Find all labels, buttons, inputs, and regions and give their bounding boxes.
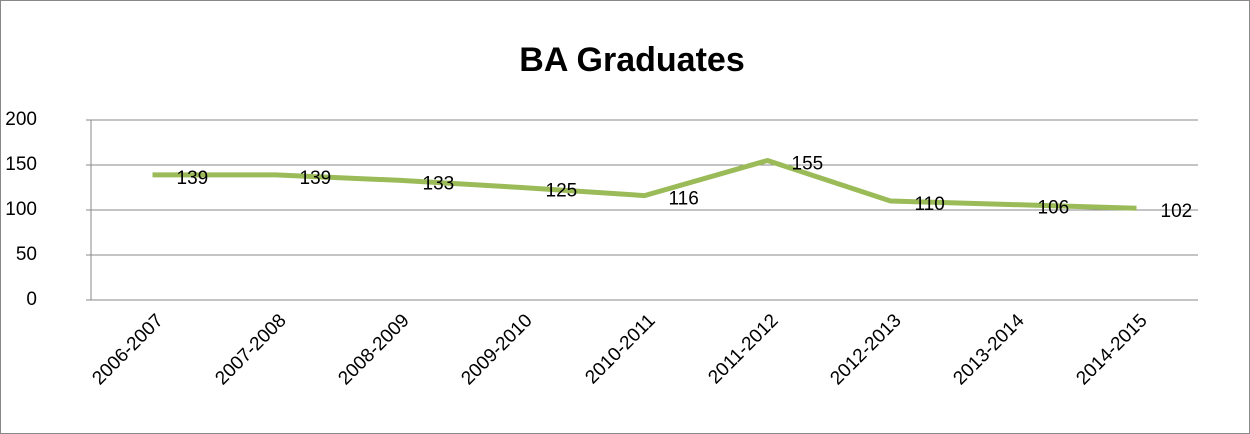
data-label: 110 [915, 194, 945, 215]
data-label: 133 [423, 173, 455, 194]
y-tick-label: 100 [5, 199, 37, 220]
data-label: 155 [792, 154, 824, 175]
y-tick-label: 200 [5, 109, 37, 130]
y-tick-label: 50 [16, 244, 37, 265]
data-line [152, 158, 1137, 211]
data-label: 125 [546, 181, 578, 202]
data-label: 139 [177, 168, 209, 189]
data-label: 102 [1161, 201, 1193, 222]
chart-title: BA Graduates [519, 41, 744, 79]
y-tick-label: 0 [26, 289, 37, 310]
data-label: 116 [669, 189, 699, 210]
data-label: 139 [300, 168, 332, 189]
y-tick-label: 150 [5, 154, 37, 175]
data-label: 106 [1038, 198, 1070, 219]
